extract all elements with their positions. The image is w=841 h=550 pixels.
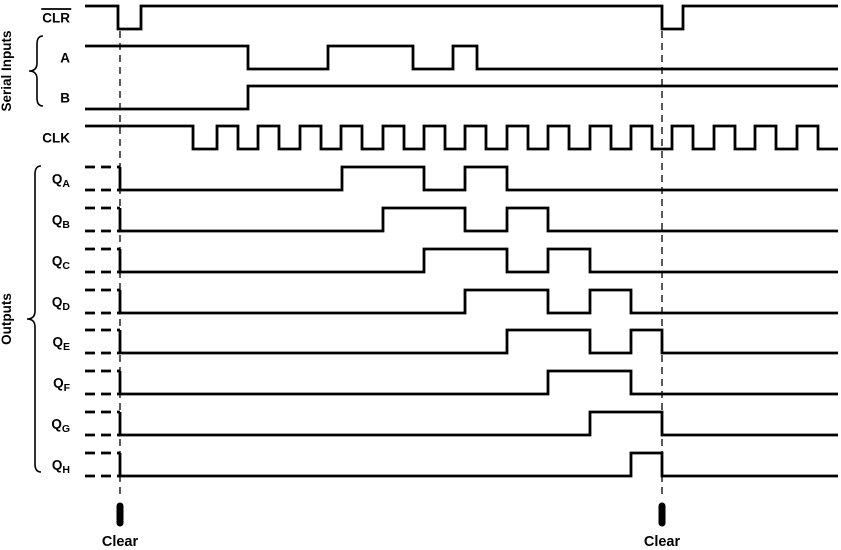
waveform-clk xyxy=(85,124,838,151)
waveform-qc xyxy=(118,247,838,274)
signal-row-qa: QA xyxy=(52,165,838,192)
signal-label-clk: CLK xyxy=(42,131,70,146)
waveform-qa xyxy=(118,165,838,192)
signal-label-b: B xyxy=(60,91,70,106)
serial-inputs-brace xyxy=(28,35,44,107)
signal-label-qh: QH xyxy=(52,458,70,477)
signal-label-qf: QF xyxy=(53,376,71,395)
outputs-group-label: Outputs xyxy=(0,293,14,345)
waveform-qg xyxy=(118,410,838,437)
waveform-qd xyxy=(118,288,838,315)
clear-label: Clear xyxy=(102,534,139,550)
waveform-qb xyxy=(118,206,838,233)
signal-label-qd: QD xyxy=(52,295,71,314)
signal-row-qb: QB xyxy=(52,206,838,233)
signal-label-qe: QE xyxy=(52,335,70,354)
signal-row-qf: QF xyxy=(53,369,838,396)
waveform-qh xyxy=(118,451,838,478)
waveform-a xyxy=(85,44,838,71)
outputs-brace xyxy=(26,165,42,473)
serial-inputs-group: Serial Inputs xyxy=(0,30,44,112)
signal-row-qe: QE xyxy=(52,328,838,355)
signal-label-qa: QA xyxy=(52,172,71,191)
signal-label-qc: QC xyxy=(52,254,71,273)
signal-row-qc: QC xyxy=(52,247,838,274)
signal-label-clr: CLR xyxy=(42,11,70,26)
signal-row-qg: QG xyxy=(51,410,838,437)
signal-label-qb: QB xyxy=(52,213,71,232)
waveform-clr xyxy=(85,4,838,31)
signal-label-qg: QG xyxy=(51,417,70,436)
serial-inputs-group-label: Serial Inputs xyxy=(0,30,14,111)
signal-row-qd: QD xyxy=(52,288,838,315)
signal-row-b: B xyxy=(60,84,838,111)
signal-row-qh: QH xyxy=(52,451,838,478)
clear-label: Clear xyxy=(644,534,681,550)
signal-label-a: A xyxy=(60,51,70,66)
waveform-b xyxy=(85,84,838,111)
outputs-group: Outputs xyxy=(0,165,42,473)
signal-row-a: A xyxy=(60,44,838,71)
waveform-qf xyxy=(118,369,838,396)
waveform-qe xyxy=(118,328,838,355)
signal-row-clr: CLR xyxy=(41,4,838,31)
signal-row-clk: CLK xyxy=(42,124,838,151)
